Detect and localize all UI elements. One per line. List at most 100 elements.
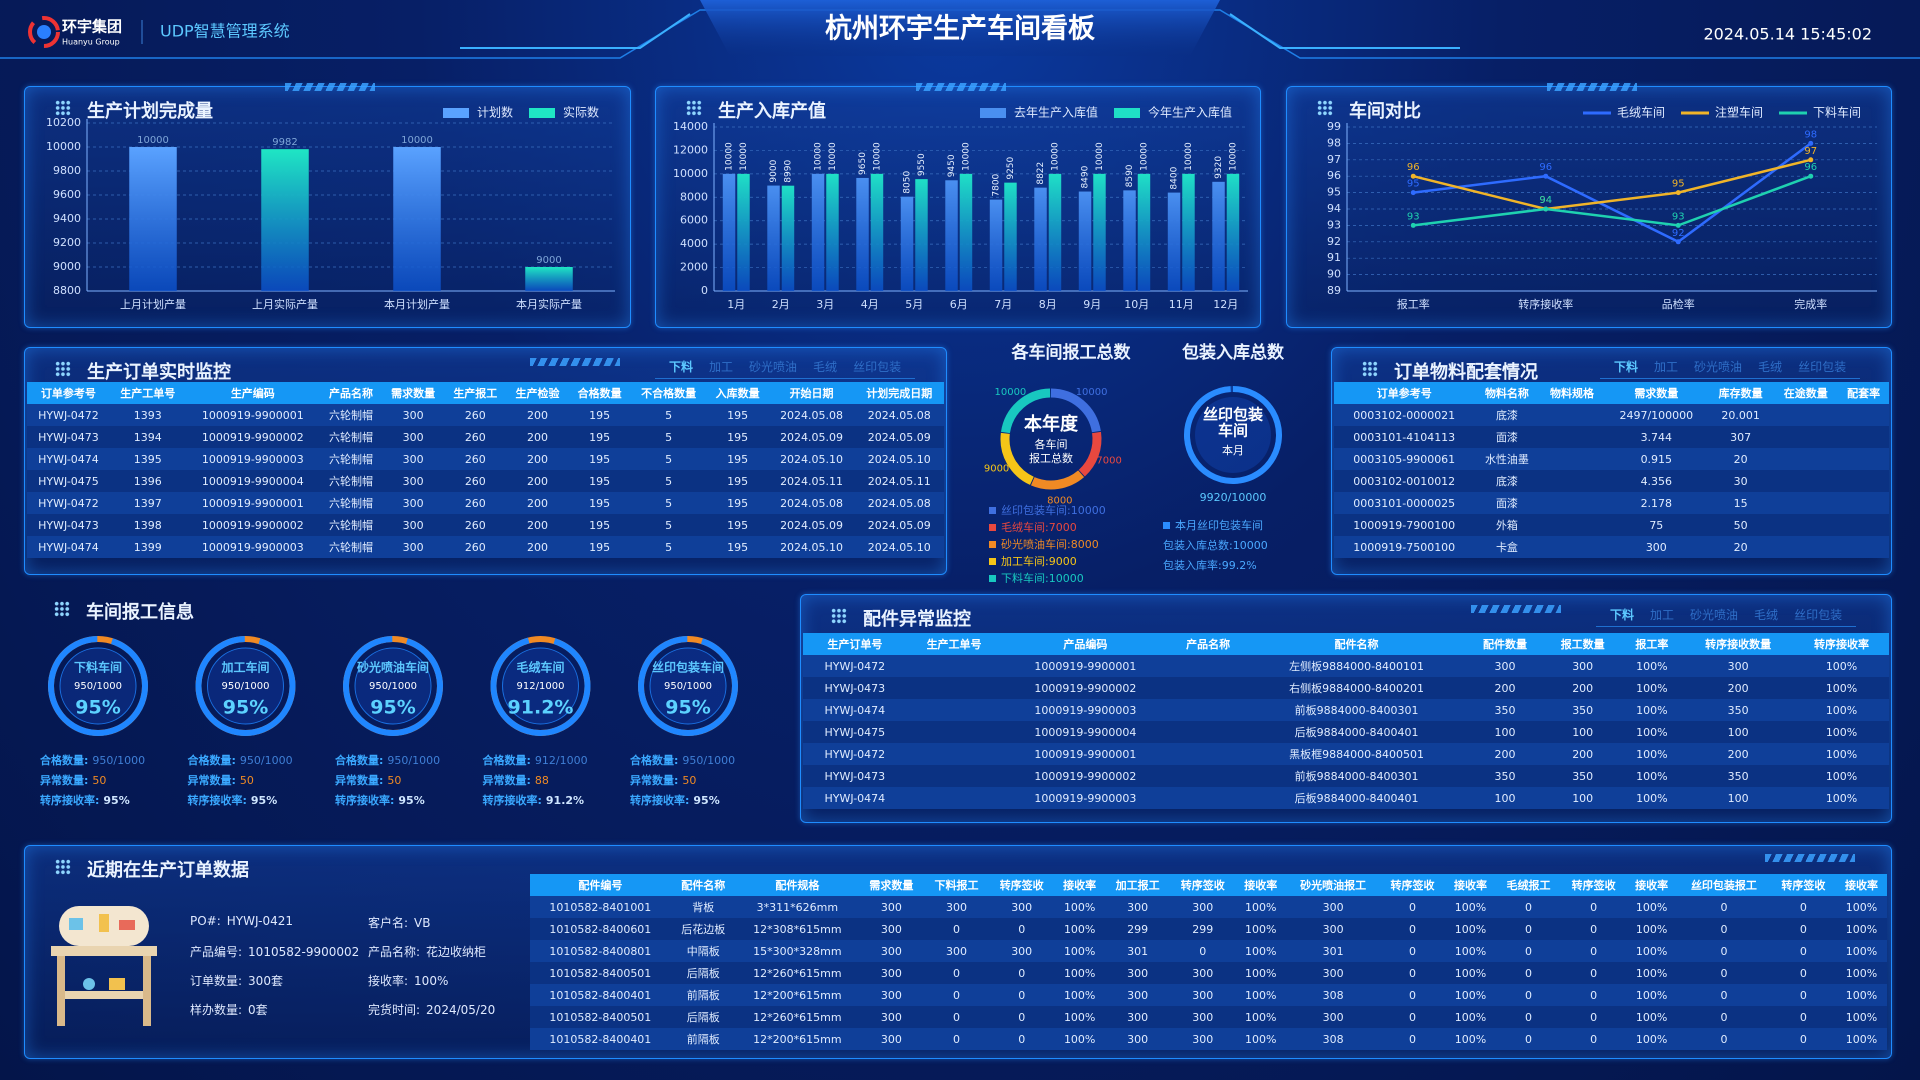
table-cell: 195 <box>568 492 631 514</box>
info-value: 100% <box>414 974 449 988</box>
column-header: 砂光喷油报工 <box>1286 874 1380 896</box>
table-cell: 100 <box>1466 721 1544 743</box>
value-label: 10000 <box>814 142 824 171</box>
center-line: 丝印包装 <box>1203 406 1264 424</box>
table-cell: 100% <box>1621 743 1683 765</box>
tab[interactable]: 砂光喷油 <box>749 360 798 374</box>
stat-label: 异常数量: <box>335 774 384 787</box>
table-cell <box>1838 514 1889 536</box>
table-cell: 300 <box>923 940 990 962</box>
tab[interactable]: 毛绒 <box>1754 608 1779 622</box>
tab[interactable]: 毛绒 <box>1758 360 1783 374</box>
toy-part <box>83 978 95 990</box>
table-cell: 水性油墨 <box>1474 448 1540 470</box>
table-cell: 0 <box>1561 940 1627 962</box>
table-cell: 1010582-8400401 <box>530 984 671 1006</box>
ring-inner <box>207 647 284 725</box>
workshop-name: 下料车间 <box>74 660 122 675</box>
tab[interactable]: 加工 <box>1650 608 1675 622</box>
info-label: 产品名称: <box>368 945 421 959</box>
legend-swatch <box>989 575 996 582</box>
chart: 89 90 91 92 93 94 95 96 97 98 99 报工率 转序接收率 品检率 完成率 95 96… <box>1327 105 1877 311</box>
stat-value: 950/1000 <box>239 754 293 767</box>
stat-label: 转序接收率: <box>40 794 100 807</box>
value-label: 10000 <box>1184 142 1194 171</box>
table-cell: 300 <box>1105 896 1171 918</box>
value-label: 10000 <box>1095 142 1105 171</box>
stat-label: 合格数量: <box>630 754 679 767</box>
table-cell: 卡盒 <box>1474 536 1540 558</box>
value-label: 10000 <box>828 142 838 171</box>
table-cell: 2024.05.09 <box>768 514 855 536</box>
table-cell: 0 <box>1770 896 1836 918</box>
table-cell: 0 <box>989 962 1055 984</box>
table-cell: 100 <box>1682 787 1795 809</box>
table-cell: 100% <box>1054 896 1106 918</box>
table-cell: 12*260*615mm <box>735 1006 859 1028</box>
tab[interactable]: 下料 <box>1610 608 1635 622</box>
stat-label: 转序接收率: <box>335 794 395 807</box>
table-cell: 100% <box>1235 962 1287 984</box>
tab[interactable]: 下料 <box>1614 360 1639 374</box>
tab[interactable]: 砂光喷油 <box>1694 360 1743 374</box>
point <box>1543 206 1549 212</box>
table-cell: 前板9884000-8400301 <box>1247 699 1467 721</box>
tab[interactable]: 加工 <box>709 360 734 374</box>
info-item: PO#: HYWJ-0421 <box>190 914 293 928</box>
table-cell: 200 <box>1466 677 1544 699</box>
table-cell: 0 <box>1379 1028 1446 1050</box>
y-tick-label: 2000 <box>680 261 708 274</box>
value-label: 9450 <box>947 154 957 177</box>
bar <box>989 199 1003 291</box>
table-cell: 300 <box>1286 1006 1380 1028</box>
panel-title: 近期在生产订单数据 <box>55 856 249 882</box>
x-tick-label: 本月计划产量 <box>384 297 450 311</box>
tab[interactable]: 下料 <box>669 360 694 374</box>
table-cell: 黑板框9884000-8400501 <box>1247 743 1467 765</box>
table-cell: 195 <box>706 426 769 448</box>
table-cell: 1398 <box>109 514 186 536</box>
bar <box>1048 173 1062 291</box>
toy-part <box>99 914 109 932</box>
table-cell: HYWJ-0475 <box>27 470 110 492</box>
table-head: 生产订单号 生产工单号 产品编码 产品名称 配件名称 配件数量 报工数量 报工率 转序接收数量转… <box>803 633 1889 655</box>
bar <box>1226 173 1240 291</box>
ring-inner <box>59 647 137 725</box>
table-cell: 300 <box>1105 1028 1171 1050</box>
table-cell: 75 <box>1604 514 1709 536</box>
table-cell: 0 <box>1495 918 1562 940</box>
column-header: 接收率 <box>1054 874 1106 896</box>
table-cell: 0 <box>989 1006 1055 1028</box>
table-cell: 右侧板9884000-8400201 <box>1247 677 1467 699</box>
table-cell: 0 <box>1677 1028 1771 1050</box>
segment-label: 9000 <box>984 464 1009 475</box>
point <box>1543 173 1549 179</box>
table-row: HYWJ-0475 1396 1000919-9900004 六轮制帽 300 260 20… <box>27 470 944 492</box>
toy-part <box>69 918 83 930</box>
y-tick-label: 89 <box>1327 284 1341 297</box>
table-cell: 2024.05.10 <box>768 536 855 558</box>
table-cell: 1010582-8400501 <box>530 1006 671 1028</box>
table-cell: 300 <box>382 536 445 558</box>
table-cell: 100% <box>1794 699 1889 721</box>
tab[interactable]: 加工 <box>1654 360 1679 374</box>
tab[interactable]: 丝印包装 <box>1794 608 1843 622</box>
workshop-stat: 异常数量: 50 <box>335 772 401 788</box>
info-item: 产品编号: 1010582-9900002 <box>190 943 359 960</box>
table-cell <box>1539 536 1605 558</box>
ring-progress <box>490 637 591 736</box>
table-cell: 1000919-9900001 <box>185 404 320 426</box>
info-value: 0套 <box>248 1003 268 1017</box>
tab[interactable]: 毛绒 <box>813 360 838 374</box>
y-tick-label: 10000 <box>673 167 708 180</box>
table-cell: 0 <box>1561 1006 1627 1028</box>
y-tick-label: 97 <box>1327 153 1341 166</box>
table-cell: 308 <box>1286 984 1380 1006</box>
table-cell: 0 <box>1495 962 1562 984</box>
center-title: 本年度 <box>1024 413 1079 435</box>
tab[interactable]: 砂光喷油 <box>1690 608 1739 622</box>
table-cell: 5 <box>630 426 707 448</box>
tab[interactable]: 丝印包装 <box>1798 360 1847 374</box>
column-header: 转序接收数量 <box>1682 633 1795 655</box>
tab[interactable]: 丝印包装 <box>853 360 902 374</box>
